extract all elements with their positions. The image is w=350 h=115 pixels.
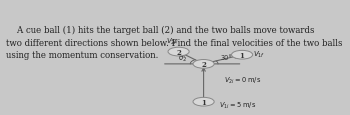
Text: $V_{2f}$: $V_{2f}$ [166,37,178,47]
Text: 1: 1 [240,51,245,59]
Text: $V_{2i} = 0$ m/s: $V_{2i} = 0$ m/s [224,75,262,85]
Circle shape [168,48,189,56]
Circle shape [193,98,214,106]
Circle shape [193,60,214,69]
Text: $\theta_2$: $\theta_2$ [178,51,188,63]
Text: 2: 2 [176,48,181,56]
Text: 2: 2 [201,60,206,68]
Text: 30°: 30° [220,55,232,61]
Text: A cue ball (1) hits the target ball (2) and the two balls move towards
two diffe: A cue ball (1) hits the target ball (2) … [6,26,343,60]
Text: $V_{1i} = 5$ m/s: $V_{1i} = 5$ m/s [219,100,256,110]
Text: 1: 1 [201,98,206,106]
Circle shape [232,51,253,60]
Text: $V_{1f}$: $V_{1f}$ [253,49,265,59]
